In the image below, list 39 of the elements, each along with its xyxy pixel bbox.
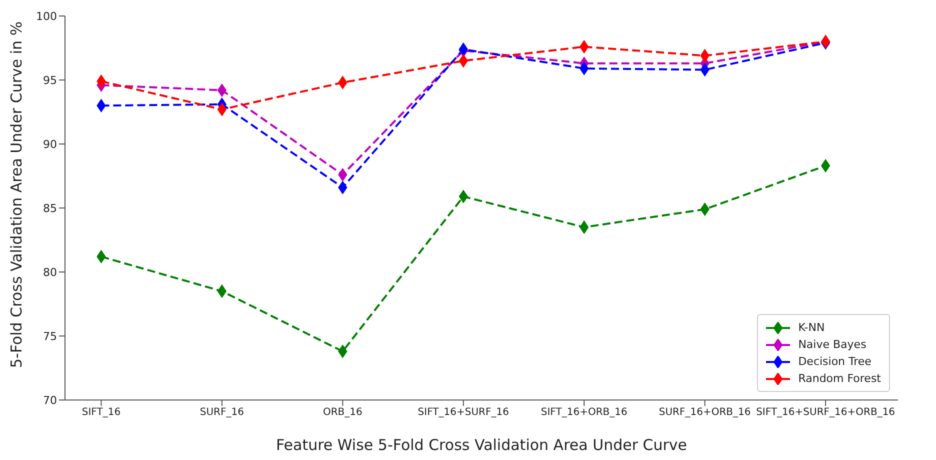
legend-label: Naive Bayes xyxy=(798,338,866,351)
y-tick-label: 90 xyxy=(43,138,57,151)
x-tick-label: SIFT_16 xyxy=(82,407,121,418)
point xyxy=(700,202,710,216)
y-tick-label: 80 xyxy=(43,266,57,279)
x-tick-label: ORB_16 xyxy=(322,407,362,418)
x-tick-label: SIFT_16+SURF_16 xyxy=(418,407,509,418)
point xyxy=(217,84,226,97)
x-axis-title: Feature Wise 5-Fold Cross Validation Area Under Curve xyxy=(276,436,688,454)
point xyxy=(580,220,589,234)
point xyxy=(580,40,589,54)
x-tick-label: SURF_16 xyxy=(200,407,244,418)
y-tick-label: 70 xyxy=(43,394,57,407)
point xyxy=(458,190,468,203)
point xyxy=(580,62,589,75)
point xyxy=(96,250,106,264)
y-tick-label: 95 xyxy=(43,74,57,87)
y-tick-label: 100 xyxy=(36,10,57,23)
x-tick-label: SURF_16+ORB_16 xyxy=(658,407,751,418)
point xyxy=(96,74,106,88)
legend-label: K-NN xyxy=(798,321,825,334)
y-tick-label: 75 xyxy=(43,330,57,343)
point xyxy=(458,54,468,68)
point xyxy=(217,102,226,116)
point xyxy=(821,159,830,172)
point xyxy=(96,99,106,112)
point xyxy=(338,181,348,194)
legend-label: Random Forest xyxy=(798,372,881,385)
point xyxy=(338,76,348,90)
point xyxy=(217,284,226,298)
point xyxy=(338,344,348,358)
y-axis-title: 5-Fold Cross Validation Area Under Curve in % xyxy=(7,21,26,368)
x-tick-label: SIFT_16+SURF_16+ORB_16 xyxy=(756,407,896,418)
point xyxy=(338,168,348,182)
y-tick-label: 85 xyxy=(43,202,57,215)
legend-label: Decision Tree xyxy=(798,355,872,368)
point xyxy=(700,49,710,62)
point xyxy=(700,63,710,76)
x-tick-label: SIFT_16+ORB_16 xyxy=(540,407,628,418)
